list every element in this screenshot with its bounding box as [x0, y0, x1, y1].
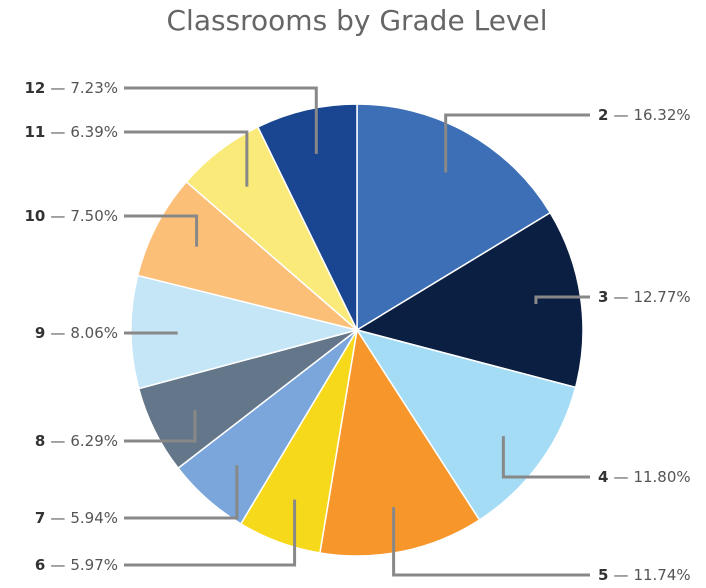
- data-label: 7 — 5.94%: [35, 509, 118, 527]
- label-separator: —: [50, 432, 65, 450]
- label-separator: —: [50, 207, 65, 225]
- leader-line: [392, 507, 590, 577]
- data-label: 8 — 6.29%: [35, 432, 118, 450]
- label-value: 7.23%: [70, 79, 118, 97]
- label-category: 11: [24, 123, 45, 141]
- chart-title: Classrooms by Grade Level: [166, 4, 547, 37]
- data-label: 10 — 7.50%: [24, 207, 118, 225]
- leader-line: [501, 436, 590, 479]
- label-value: 11.74%: [633, 566, 690, 584]
- leader-line: [124, 214, 199, 247]
- label-value: 8.06%: [70, 324, 118, 342]
- pie-slice: [356, 103, 552, 332]
- label-value: 5.94%: [70, 509, 118, 527]
- data-label: 11 — 6.39%: [24, 123, 118, 141]
- label-category: 9: [35, 324, 45, 342]
- leader-line: [124, 130, 249, 187]
- data-label: 3 — 12.77%: [598, 288, 691, 306]
- label-category: 8: [35, 432, 45, 450]
- label-separator: —: [613, 468, 628, 486]
- data-label: 12 — 7.23%: [24, 79, 118, 97]
- pie-slice: [319, 327, 481, 557]
- leader-line: [124, 86, 318, 154]
- label-separator: —: [50, 556, 65, 574]
- leader-line: [124, 331, 178, 335]
- data-label: 4 — 11.80%: [598, 468, 691, 486]
- label-category: 12: [24, 79, 45, 97]
- label-category: 5: [598, 566, 608, 584]
- label-value: 16.32%: [633, 106, 690, 124]
- label-category: 6: [35, 556, 45, 574]
- leader-line: [124, 410, 197, 443]
- label-separator: —: [613, 106, 628, 124]
- label-separator: —: [50, 123, 65, 141]
- data-label: 5 — 11.74%: [598, 566, 691, 584]
- label-separator: —: [50, 324, 65, 342]
- leader-line: [124, 499, 297, 567]
- label-value: 6.39%: [70, 123, 118, 141]
- label-category: 2: [598, 106, 608, 124]
- label-category: 7: [35, 509, 45, 527]
- label-value: 12.77%: [633, 288, 690, 306]
- pie-slice: [355, 328, 577, 521]
- label-separator: —: [50, 509, 65, 527]
- label-value: 7.50%: [70, 207, 118, 225]
- label-separator: —: [613, 566, 628, 584]
- data-label: 9 — 8.06%: [35, 324, 118, 342]
- leader-line: [534, 295, 590, 304]
- leader-line: [124, 465, 239, 520]
- label-value: 11.80%: [633, 468, 690, 486]
- label-category: 3: [598, 288, 608, 306]
- leader-line: [444, 113, 590, 173]
- label-separator: —: [613, 288, 628, 306]
- label-value: 6.29%: [70, 432, 118, 450]
- pie-slice: [136, 180, 358, 331]
- label-value: 5.97%: [70, 556, 118, 574]
- pie-slice: [256, 103, 358, 331]
- label-category: 4: [598, 468, 608, 486]
- label-category: 10: [24, 207, 45, 225]
- label-separator: —: [50, 79, 65, 97]
- data-label: 2 — 16.32%: [598, 106, 691, 124]
- data-label: 6 — 5.97%: [35, 556, 118, 574]
